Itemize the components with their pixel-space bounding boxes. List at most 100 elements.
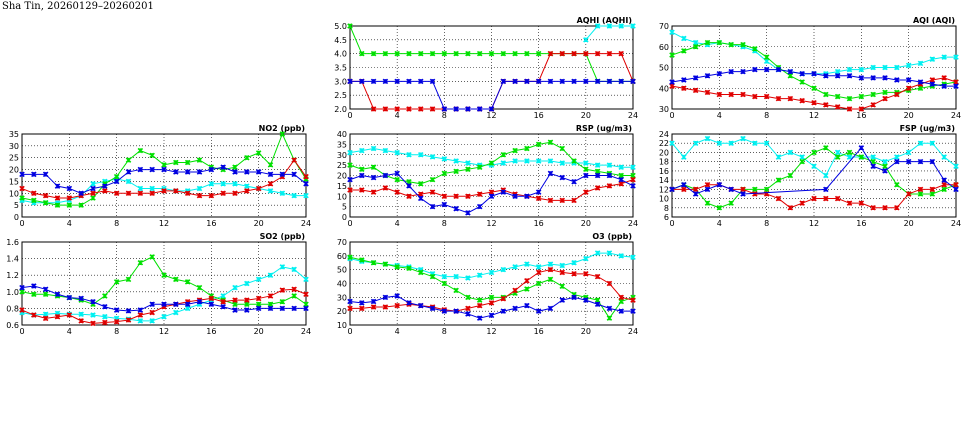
x-tick-label: 20 [581, 219, 591, 228]
data-point [137, 166, 144, 173]
data-point [476, 315, 483, 321]
data-point [42, 286, 49, 293]
data-point [125, 190, 132, 197]
data-point [208, 181, 215, 187]
data-point [267, 181, 274, 187]
data-point [291, 157, 297, 163]
data-point [606, 183, 613, 189]
x-tick-label: 20 [254, 219, 264, 228]
data-point [394, 302, 400, 309]
data-point [476, 164, 483, 170]
data-point [716, 91, 723, 98]
data-point [512, 193, 518, 200]
data-point [149, 301, 155, 308]
data-point [740, 91, 746, 98]
data-point [535, 269, 542, 276]
data-point [149, 152, 155, 159]
y-tick-label: 16 [659, 167, 669, 176]
data-point [417, 78, 424, 85]
data-point [406, 106, 412, 112]
data-point [846, 106, 853, 112]
data-point [594, 23, 601, 29]
data-point [441, 280, 448, 287]
data-point [476, 106, 483, 112]
data-point [102, 183, 108, 189]
data-point [547, 139, 554, 146]
data-point [370, 50, 377, 57]
data-point [406, 78, 412, 85]
data-point [704, 39, 711, 46]
data-point [752, 93, 758, 100]
y-tick-label: 30 [9, 142, 19, 151]
data-point [941, 54, 947, 60]
data-point [370, 78, 377, 85]
data-point [941, 83, 947, 89]
data-point [429, 106, 436, 112]
y-tick-label: 40 [337, 280, 347, 289]
data-point [42, 311, 49, 317]
y-tick-label: 30 [337, 293, 347, 302]
y-tick-label: 1.0 [6, 288, 19, 297]
data-point [905, 158, 912, 165]
x-tick-label: 20 [581, 327, 591, 336]
data-point [244, 188, 250, 194]
series-red [347, 266, 636, 314]
data-point [905, 62, 912, 69]
data-point [618, 176, 624, 183]
data-point [870, 64, 876, 71]
data-point [763, 58, 770, 65]
data-point [196, 192, 203, 199]
x-tick-label: 12 [159, 327, 169, 336]
data-point [894, 154, 900, 160]
data-point [618, 308, 624, 314]
data-point [524, 193, 530, 200]
data-point [500, 160, 507, 166]
data-point [453, 205, 459, 212]
y-tick-label: 0.8 [6, 304, 19, 313]
data-point [630, 183, 636, 189]
data-point [453, 106, 459, 112]
data-point [113, 173, 120, 180]
data-point [799, 154, 805, 160]
data-point [799, 79, 805, 85]
data-point [559, 197, 566, 204]
data-point [347, 298, 353, 305]
data-point [232, 169, 238, 175]
data-point [441, 273, 448, 280]
data-point [763, 186, 770, 193]
data-point [184, 159, 191, 166]
x-tick-label: 16 [534, 327, 544, 336]
x-tick-label: 24 [628, 327, 638, 336]
data-point [66, 202, 73, 208]
data-point [441, 170, 448, 177]
data-point [476, 302, 483, 309]
data-point [54, 202, 61, 208]
data-point [220, 298, 226, 305]
data-point [417, 302, 424, 309]
data-point [303, 173, 309, 180]
data-point [232, 297, 238, 303]
y-tick-label: 20 [9, 166, 19, 175]
data-point [173, 188, 179, 194]
x-tick-label: 24 [628, 219, 638, 228]
data-point [42, 291, 49, 298]
y-tick-label: 1.4 [6, 255, 19, 264]
data-point [31, 197, 37, 204]
data-point [941, 177, 947, 183]
x-tick-label: 0 [347, 219, 352, 228]
data-point [347, 305, 353, 312]
series-blue [19, 283, 309, 314]
data-point [846, 73, 853, 79]
data-point [547, 276, 554, 283]
data-point [870, 75, 876, 81]
data-point [669, 79, 675, 85]
series-green [347, 139, 636, 187]
data-point [161, 301, 167, 308]
y-tick-label: 3.5 [334, 64, 347, 73]
chart-title: FSP (ug/m3) [900, 124, 955, 133]
data-point [429, 50, 436, 57]
data-point [799, 70, 805, 77]
y-tick-label: 10 [9, 189, 19, 198]
data-point [571, 158, 577, 164]
